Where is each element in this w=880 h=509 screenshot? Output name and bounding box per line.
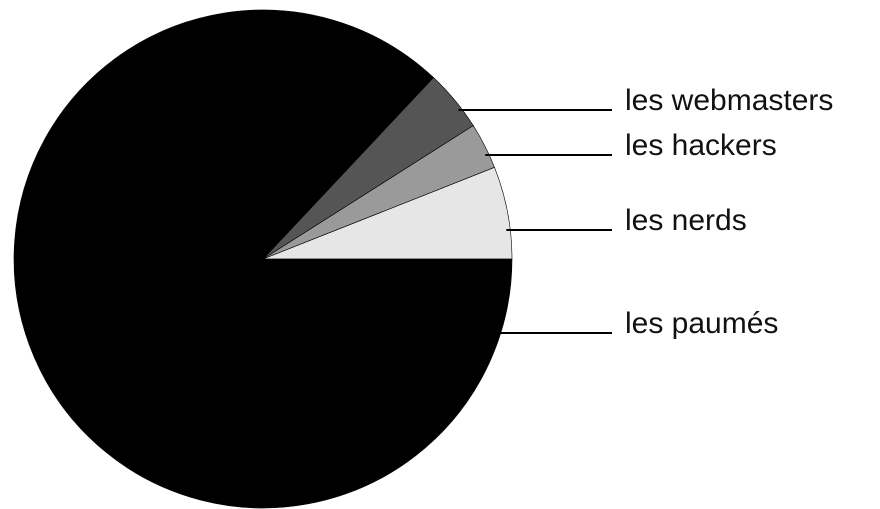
pie-slice <box>13 9 513 509</box>
slice-label: les nerds <box>625 204 747 237</box>
slice-label: les paumés <box>625 307 778 340</box>
slice-label: les webmasters <box>625 84 833 117</box>
slice-label: les hackers <box>625 129 777 162</box>
